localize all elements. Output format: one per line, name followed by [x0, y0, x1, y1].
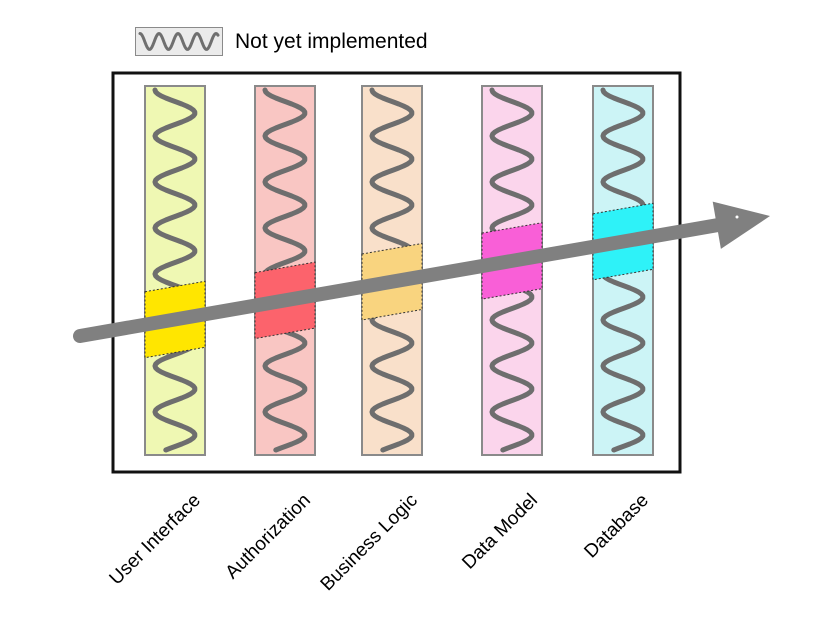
legend: Not yet implemented	[135, 27, 428, 56]
arrow-head-dot	[735, 215, 739, 219]
legend-label: Not yet implemented	[235, 30, 428, 53]
legend-wave-icon	[138, 32, 220, 51]
not-implemented-swatch	[135, 27, 223, 56]
diagram-frame	[111, 71, 682, 474]
progress-arrow-head	[712, 201, 770, 249]
not-implemented-wave-pattern	[152, 87, 198, 453]
progress-arrow-shaft	[73, 216, 732, 343]
